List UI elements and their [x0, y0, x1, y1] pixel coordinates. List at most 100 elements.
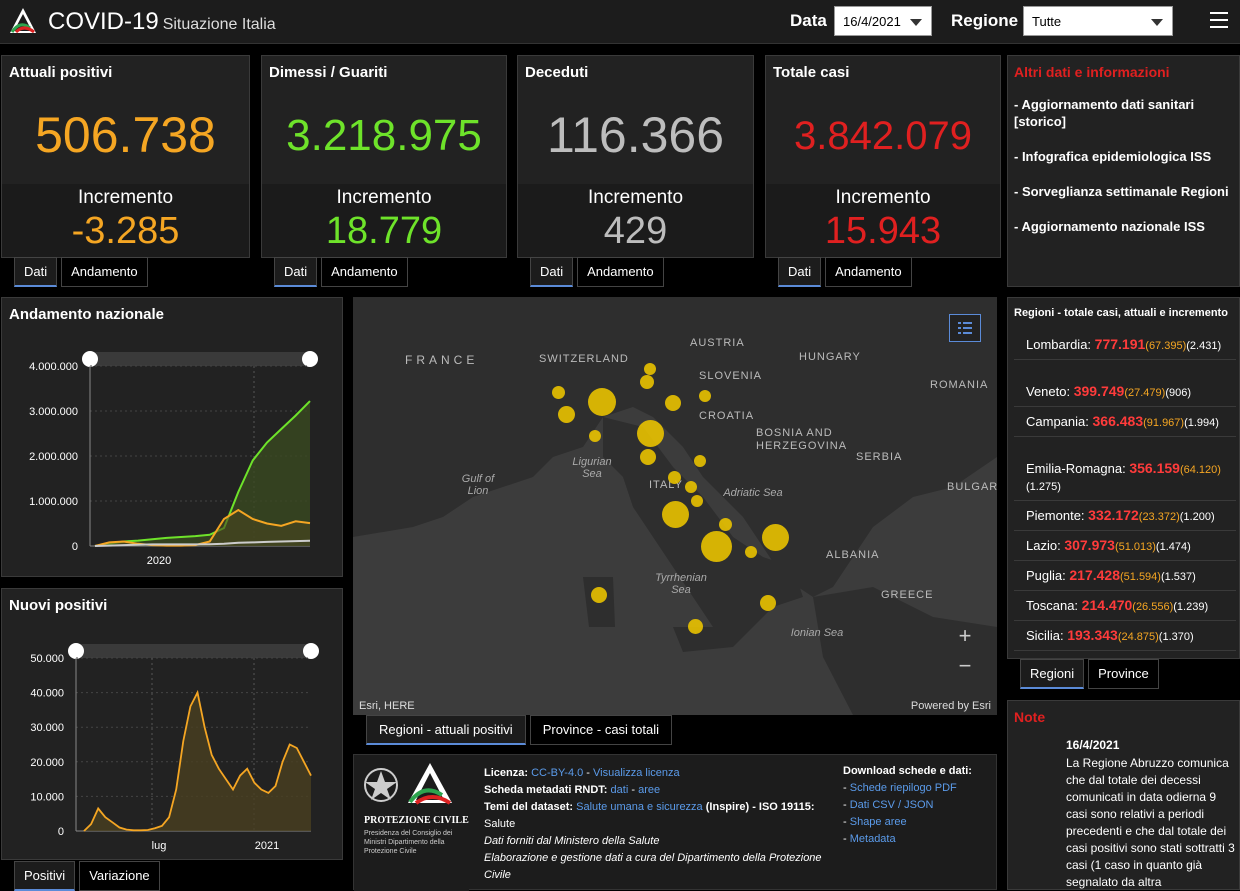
info-link-iss[interactable]: - Aggiornamento nazionale ISS: [1014, 219, 1205, 234]
rndt-dati-link[interactable]: dati: [610, 784, 629, 796]
region-row[interactable]: Toscana: 214.470(26.556)(1.239): [1014, 591, 1236, 621]
tab-variazione[interactable]: Variazione: [79, 861, 160, 891]
temi-link[interactable]: Salute umana e sicurezza: [576, 801, 703, 813]
map-bubble[interactable]: [688, 619, 703, 634]
map-bubble[interactable]: [558, 406, 575, 423]
card-value: 3.218.975: [286, 111, 482, 160]
tab-positivi[interactable]: Positivi: [14, 861, 76, 891]
map-bubble[interactable]: [699, 390, 711, 402]
y-tick-label: 1.000.000: [29, 496, 78, 508]
date-select[interactable]: 16/4/2021: [834, 6, 932, 36]
zoom-controls: + −: [951, 623, 979, 683]
map-bubble[interactable]: [640, 375, 654, 389]
map-bubble[interactable]: [644, 363, 656, 375]
y-tick-label: 0: [58, 826, 64, 838]
legend-list-icon[interactable]: [949, 314, 981, 342]
region-row[interactable]: Puglia: 217.428(51.594)(1.537): [1014, 561, 1236, 591]
region-row[interactable]: Piemonte: 332.172(23.372)(1.200): [1014, 501, 1236, 531]
map-bubble[interactable]: [691, 495, 703, 507]
map-sea-gulf-of-lion: Gulf of Lion: [461, 473, 495, 497]
increment-label: Incremento: [587, 187, 684, 208]
y-tick-label: 20.000: [30, 757, 64, 769]
tab-andamento[interactable]: Andamento: [825, 257, 912, 287]
regions-title: Regioni - totale casi, attuali e increme…: [1014, 307, 1228, 319]
footer-panel: PROTEZIONE CIVILE Presidenza del Consigl…: [353, 754, 997, 891]
map-bubble[interactable]: [694, 455, 706, 467]
tab-dati[interactable]: Dati: [778, 257, 822, 287]
footer-metadata: Licenza: CC-BY-4.0 - Visualizza licenza …: [484, 767, 822, 881]
download-pdf-link[interactable]: Schede riepilogo PDF: [849, 782, 957, 794]
region-select[interactable]: Tutte: [1023, 6, 1173, 36]
download-csv-link[interactable]: Dati CSV / JSON: [849, 799, 934, 811]
tab-andamento[interactable]: Andamento: [577, 257, 664, 287]
region-row[interactable]: Emilia-Romagna: 356.159(64.120)(1.275): [1014, 454, 1236, 501]
map-sea-ionian: Ionian Sea: [790, 627, 844, 639]
series-line: [94, 539, 311, 547]
region-row[interactable]: Sicilia: 193.343(24.875)(1.370): [1014, 621, 1236, 651]
license-link[interactable]: CC-BY-4.0: [531, 767, 584, 779]
map-bubble[interactable]: [665, 395, 681, 411]
increment-label: Incremento: [77, 187, 174, 208]
andamento-chart: 4.000.000 3.000.000 2.000.000 1.000.000 0 202…: [29, 351, 318, 567]
map-view[interactable]: FRANCE SWITZERLAND AUSTRIA HUNGARY SLOVE…: [353, 297, 997, 715]
x-tick-label: 2021: [255, 840, 279, 852]
zoom-out-icon[interactable]: −: [958, 653, 972, 678]
map-bubble[interactable]: [685, 481, 697, 493]
map-label-austria: AUSTRIA: [690, 337, 745, 349]
card-attuali-positivi: Attuali positivi 506.738 Incremento -3.28…: [1, 55, 250, 258]
map-credit-right[interactable]: Powered by Esri: [910, 700, 991, 712]
map-bubble[interactable]: [588, 388, 616, 416]
note-panel: Note 16/4/2021 La Regione Abruzzo comuni…: [1007, 700, 1240, 890]
region-row[interactable]: Lombardia: 777.191(67.395)(2.431): [1014, 330, 1236, 360]
map-bubble[interactable]: [640, 449, 656, 465]
tab-andamento[interactable]: Andamento: [321, 257, 408, 287]
view-license-link[interactable]: Visualizza licenza: [593, 767, 680, 779]
tab-dati[interactable]: Dati: [274, 257, 318, 287]
download-metadata-link[interactable]: Metadata: [849, 833, 896, 845]
map-bubble[interactable]: [552, 386, 565, 399]
protezione-civile-logo-icon: [10, 8, 36, 34]
range-slider-handle-right: [303, 643, 319, 659]
card-value: 3.842.079: [794, 114, 972, 158]
info-link-infografica[interactable]: - Infografica epidemiologica ISS: [1014, 149, 1212, 164]
map-bubble[interactable]: [760, 595, 776, 611]
x-tick-label: 2020: [147, 555, 171, 567]
map-bubble[interactable]: [762, 524, 789, 551]
tab-dati[interactable]: Dati: [14, 257, 58, 287]
tab-andamento[interactable]: Andamento: [61, 257, 148, 287]
map-label-croatia: CROATIA: [699, 410, 755, 422]
tab-regioni[interactable]: Regioni: [1020, 659, 1085, 689]
note-text: La Regione Abruzzo comunica che dal tota…: [1066, 756, 1235, 889]
y-tick-label: 0: [72, 541, 78, 553]
map-bubble[interactable]: [745, 546, 757, 558]
region-row[interactable]: Campania: 366.483(91.967)(1.994): [1014, 407, 1236, 437]
info-title: Altri dati e informazioni: [1014, 64, 1170, 80]
map-bubble[interactable]: [591, 587, 607, 603]
y-tick-label: 30.000: [30, 722, 64, 734]
region-row[interactable]: Veneto: 399.749(27.479)(906): [1014, 377, 1236, 407]
map-bubble[interactable]: [637, 420, 664, 447]
range-slider-track: [76, 644, 311, 658]
region-row[interactable]: Lazio: 307.973(51.013)(1.474): [1014, 531, 1236, 561]
map-sea-adriatic: Adriatic Sea: [723, 487, 783, 499]
map-bubble[interactable]: [668, 471, 681, 484]
map-bubble[interactable]: [589, 430, 601, 442]
increment-value: 18.779: [325, 210, 443, 252]
y-tick-label: 40.000: [30, 688, 64, 700]
download-shape-link[interactable]: Shape aree: [849, 816, 907, 828]
info-panel: Altri dati e informazioni - Aggiornament…: [1007, 55, 1240, 287]
zoom-in-icon[interactable]: +: [958, 623, 972, 648]
tab-regioni-attuali-positivi[interactable]: Regioni - attuali positivi: [366, 715, 526, 745]
map-bubble[interactable]: [719, 518, 732, 531]
info-link-sorveglianza[interactable]: - Sorveglianza settimanale Regioni: [1014, 184, 1229, 199]
tab-province-casi-totali[interactable]: Province - casi totali: [529, 715, 673, 745]
rndt-aree-link[interactable]: aree: [638, 784, 661, 796]
hamburger-menu-icon[interactable]: [1210, 12, 1228, 28]
tab-dati[interactable]: Dati: [530, 257, 574, 287]
map-label-bosnia: BOSNIA AND HERZEGOVINA: [756, 427, 848, 452]
tab-province[interactable]: Province: [1088, 659, 1159, 689]
info-link-aggiornamento[interactable]: - Aggiornamento dati sanitari [storico]: [1014, 97, 1195, 129]
map-bubble[interactable]: [701, 531, 732, 562]
protezione-civile-logo: PROTEZIONE CIVILE Presidenza del Consigl…: [354, 755, 469, 891]
map-bubble[interactable]: [662, 501, 689, 528]
